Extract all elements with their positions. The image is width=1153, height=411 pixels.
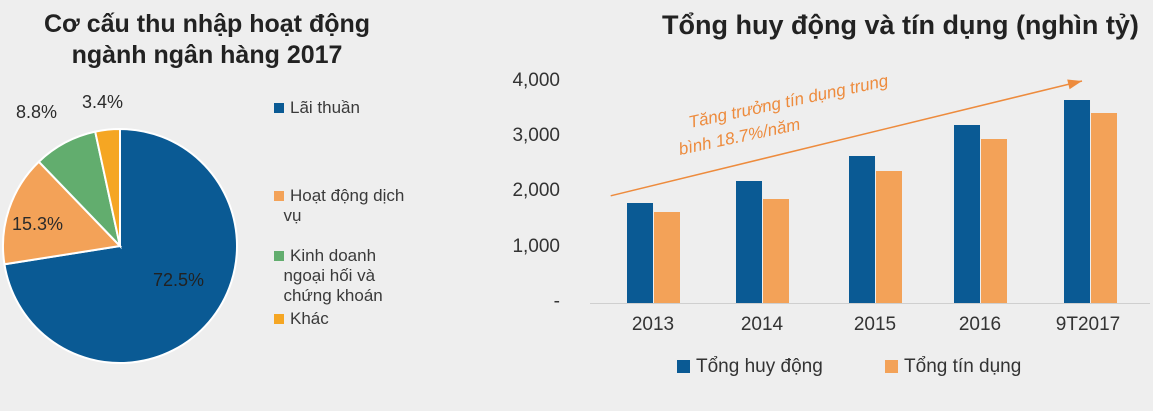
svg-text:Tăng trưởng tín dụng trung: Tăng trưởng tín dụng trung — [687, 71, 890, 132]
svg-text:bình 18.7%/năm: bình 18.7%/năm — [677, 115, 802, 159]
